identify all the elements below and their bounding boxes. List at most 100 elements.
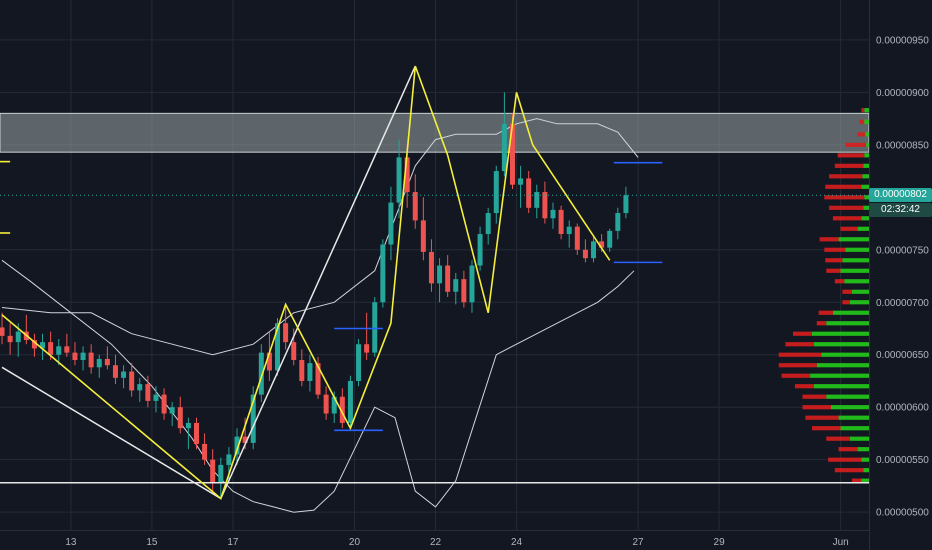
volume-profile-down-bar [829,205,864,210]
time-axis-tick-label: 13 [65,537,77,548]
drawings-layer [0,65,869,500]
price-axis-tick-label: 0.00000900 [876,88,929,99]
volume-profile-down-bar [857,132,866,137]
volume-profile-down-bar [834,468,864,473]
candle-body [534,192,540,208]
candle-body [388,202,394,245]
volume-profile-down-bar [832,216,862,221]
candle-body [234,436,240,455]
candle-body [266,352,272,371]
volume-profile-down-bar [818,310,833,315]
candle-body [574,226,580,250]
candle-body [299,359,305,381]
candle-body [453,279,459,292]
volume-profile-up-bar [857,226,869,231]
volume-profile-up-bar [842,258,869,263]
volume-profile-up-bar [821,352,869,357]
price-axis-tick-label: 0.00000550 [876,455,929,466]
volume-profile-up-bar [861,457,869,462]
time-axis-tick-label: Jun [833,537,849,548]
volume-profile-up-bar [851,289,869,294]
candle-body [331,396,337,414]
candle-body [445,265,451,292]
volume-profile-down-bar [845,142,867,147]
candle-body [88,352,94,368]
candle-body [339,396,345,423]
volume-profile [778,108,869,483]
volume-profile-down-bar [794,384,814,389]
candle-body [31,340,37,349]
time-axis-tick-label: 15 [146,537,158,548]
volume-profile-up-bar [850,436,869,441]
candle-body [501,123,507,172]
volume-profile-up-bar [826,394,869,399]
resistance-zone [0,112,870,153]
price-axis-tick-label: 0.00000650 [876,350,929,361]
candle-body [323,394,329,414]
volume-profile-up-bar [813,384,869,389]
price-axis-tick-label: 0.00000700 [876,298,929,309]
volume-profile-down-bar [805,415,839,420]
volume-profile-up-bar [826,321,869,326]
candle-body [412,192,418,221]
volume-profile-down-bar [793,331,812,336]
candle-body [461,279,467,303]
time-axis-tick-label: 27 [633,537,645,548]
volume-profile-down-bar [812,426,841,431]
candle-body [526,178,532,208]
candle-body [607,230,613,248]
candle-body [0,327,5,336]
candle-body [275,323,281,371]
volume-profile-up-bar [840,426,869,431]
candle-body [177,407,183,429]
volume-profile-up-bar [863,205,869,210]
volume-profile-up-bar [813,342,869,347]
candle-body [56,346,62,355]
countdown-label: 02:32:42 [869,203,932,218]
candle-body [428,251,434,284]
candle-body [161,394,167,414]
candle-body [307,363,313,381]
candle-body [372,302,378,353]
volume-profile-down-bar [824,195,865,200]
candle-body [250,394,256,443]
volume-profile-down-bar [837,153,865,158]
volume-profile-down-bar [859,119,865,124]
resistance-zone-rect [0,112,870,153]
volume-profile-down-bar [816,321,827,326]
volume-profile-down-bar [825,258,843,263]
price-axis-tick-label: 0.00000850 [876,140,929,151]
volume-profile-down-bar [802,405,831,410]
candle-body [291,342,297,360]
volume-profile-up-bar [862,174,869,179]
time-axis-tick-label: 29 [714,537,726,548]
time-axis-tick-label: 24 [511,537,523,548]
candle-body [283,323,289,343]
volume-profile-up-bar [863,468,869,473]
candle-body [153,394,159,401]
volume-profile-down-bar [802,394,827,399]
candle-body [485,213,491,235]
volume-profile-up-bar [861,478,869,483]
candle-body [437,265,443,284]
volume-profile-down-bar [834,279,845,284]
candle-body [7,335,13,343]
candlestick-series [0,92,629,499]
yellow-zigzag-pattern [1,65,611,500]
candle-body [202,443,208,460]
candle-body [226,454,232,465]
candle-body [396,157,402,203]
candle-body [623,195,629,214]
candle-body [169,407,175,414]
volume-profile-up-bar [864,119,869,124]
last-price-label: 0.00000802 [869,188,932,203]
volume-profile-down-bar [840,226,858,231]
candle-body [121,371,127,378]
candle-body [210,459,216,483]
price-axis-tick-label: 0.00000950 [876,35,929,46]
candle-body [380,244,386,303]
candle-body [364,344,370,353]
volume-profile-down-bar [842,300,850,305]
